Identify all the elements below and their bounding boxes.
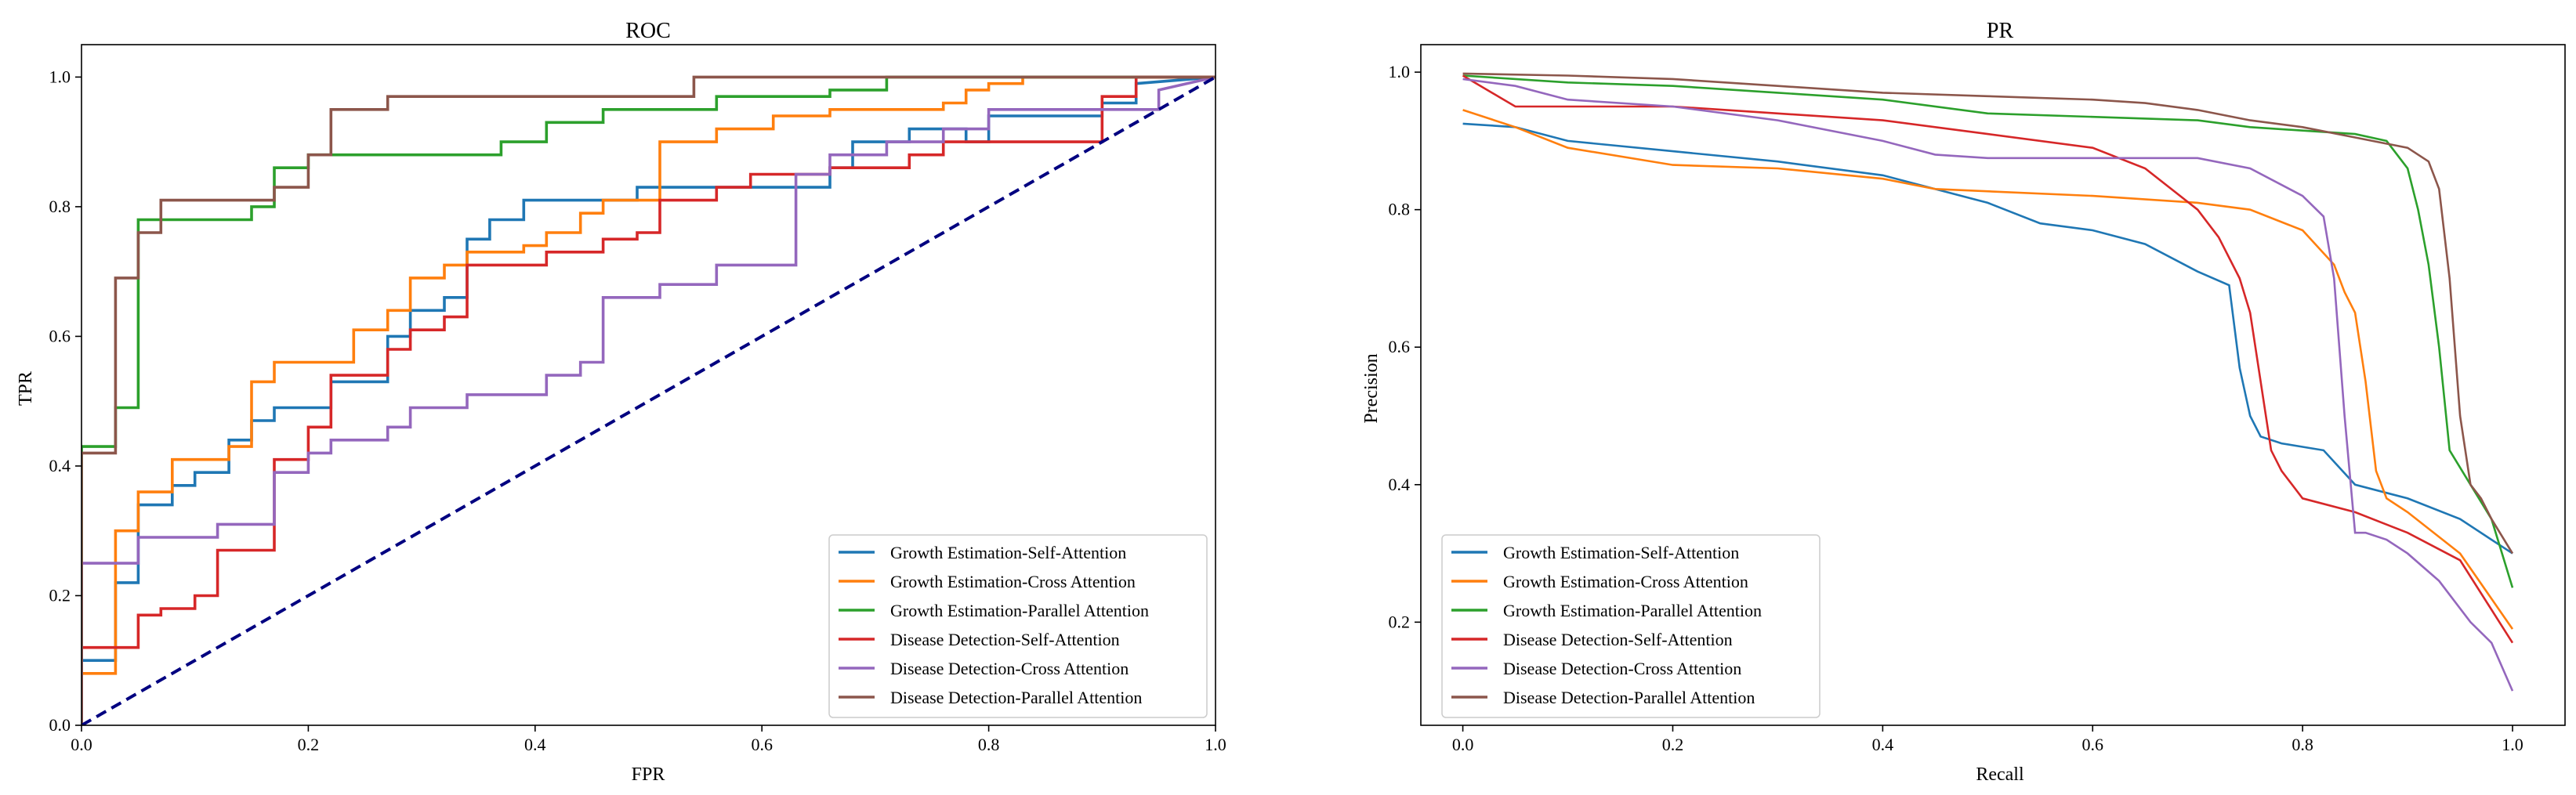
roc-series-line-2 [82,75,1216,725]
roc-x-tick-label: 0.2 [298,735,320,754]
pr-series-layer [1462,72,2514,692]
pr-y-tick-label: 0.4 [1389,475,1411,494]
pr-xlabel: Recall [1976,764,2024,785]
roc-series-line-3 [82,75,1216,725]
pr-legend-label: Growth Estimation-Cross Attention [1503,572,1748,591]
roc-xlabel: FPR [632,764,665,785]
roc-y-tick-label: 0.8 [49,197,71,216]
roc-y-tick-label: 0.6 [49,326,71,345]
roc-diagonal-reference-line [82,75,1216,725]
pr-legend-box [1441,534,1821,718]
roc-y-tick-label: 1.0 [49,67,71,86]
roc-axes-frame [81,44,1216,726]
pr-legend-label: Disease Detection-Cross Attention [1503,659,1741,678]
roc-x-tick-label: 0.8 [978,735,1000,754]
roc-chart: ROC FPR TPR 0.0 0.2 0.4 0.6 0.8 1.00.00.20.40… [16,19,1226,785]
roc-x-tick-label: 0.0 [71,735,92,754]
roc-series-line-5 [82,75,1216,725]
roc-legend-box [828,534,1208,718]
pr-series-line-5 [1462,78,2514,692]
pr-y-tick-label: 0.2 [1389,612,1411,631]
roc-series-layer [82,75,1216,725]
roc-legend-label: Disease Detection-Parallel Attention [890,688,1142,707]
roc-legend: Growth Estimation-Self-Attention Growth E… [828,534,1208,718]
roc-ticks: 0.0 0.2 0.4 0.6 0.8 1.0 0.0 0.2 0.4 0.6 0.8 1.0 [49,67,1226,754]
roc-y-tick-label: 0.0 [49,715,71,735]
pr-legend-label: Disease Detection-Self-Attention [1503,630,1733,649]
pr-ticks: 0.0 0.2 0.4 0.6 0.8 1.0 0.2 0.4 0.6 0.8 1.0 [1389,62,2523,754]
pr-legend-label: Disease Detection-Parallel Attention [1503,688,1755,707]
pr-legend-label: Growth Estimation-Self-Attention [1503,543,1739,562]
roc-series-line-6 [82,75,1216,725]
roc-title: ROC [625,19,671,43]
pr-chart: PR Recall Precision 0.0 0.2 0.4 0.6 0.8 1.00.… [1361,19,2566,785]
pr-legend: Growth Estimation-Self-Attention Growth E… [1441,534,1821,718]
roc-y-tick-label: 0.4 [49,456,71,475]
pr-series-line-1 [1462,122,2513,555]
roc-legend-label: Growth Estimation-Parallel Attention [890,601,1149,620]
pr-x-tick-label: 0.2 [1662,735,1684,754]
pr-y-tick-label: 0.6 [1389,337,1411,356]
roc-x-tick-label: 0.4 [524,735,546,754]
pr-axes-frame [1420,44,2566,726]
roc-series-line-4 [82,75,1216,725]
roc-x-tick-label: 1.0 [1205,735,1226,754]
pr-series-line-4 [1462,74,2514,644]
roc-ylabel: TPR [16,371,36,406]
pr-legend-label: Growth Estimation-Parallel Attention [1503,601,1762,620]
roc-legend-label: Growth Estimation-Cross Attention [890,572,1136,591]
roc-y-tick-label: 0.2 [49,585,71,605]
pr-x-tick-label: 0.0 [1452,735,1474,754]
roc-x-tick-label: 0.6 [751,735,773,754]
pr-y-tick-label: 1.0 [1389,62,1411,81]
roc-legend-label: Disease Detection-Cross Attention [890,659,1129,678]
pr-series-line-2 [1462,109,2514,630]
pr-ylabel: Precision [1361,353,1382,423]
roc-legend-label: Growth Estimation-Self-Attention [890,543,1126,562]
pr-x-tick-label: 0.8 [2292,735,2313,754]
roc-legend-label: Disease Detection-Self-Attention [890,630,1120,649]
pr-y-tick-label: 0.8 [1389,200,1411,219]
pr-series-line-6 [1462,72,2514,555]
pr-x-tick-label: 0.6 [2081,735,2103,754]
pr-x-tick-label: 0.4 [1872,735,1894,754]
pr-x-tick-label: 1.0 [2502,735,2523,754]
roc-series-line-1 [82,75,1216,725]
pr-title: PR [1987,19,2014,43]
